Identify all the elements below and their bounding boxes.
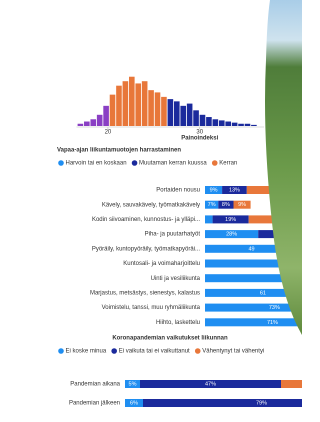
bar xyxy=(97,115,103,126)
bar xyxy=(238,124,244,126)
photo xyxy=(265,0,302,335)
category-label: Pandemian aikana xyxy=(70,382,120,388)
bar xyxy=(180,106,186,126)
chart-title: Koronapandemian vaikutukset liikunnan xyxy=(112,336,228,342)
bar-segment xyxy=(205,318,302,326)
bar-segment xyxy=(143,399,302,407)
legend-label: Harvoin tai en koskaan xyxy=(66,161,127,167)
bar xyxy=(251,125,257,126)
bar xyxy=(219,120,225,126)
data-label: 49 xyxy=(248,246,254,252)
legend-label: Ei vaikuta tai ei vaikuttanut xyxy=(119,349,190,355)
x-axis-title: Painoindeksi xyxy=(181,136,218,142)
category-label: Pandemian jälkeen xyxy=(69,401,120,407)
data-label: 6% xyxy=(130,400,138,406)
bar xyxy=(123,81,129,126)
legend-marker xyxy=(212,160,218,166)
bar xyxy=(168,99,174,126)
data-label: 5% xyxy=(129,381,137,387)
bar xyxy=(232,123,238,126)
category-label: Uinti ja vesiliikunta xyxy=(151,276,201,282)
data-label: 13% xyxy=(229,187,240,193)
x-tick-label: 20 xyxy=(105,130,112,136)
category-label: Kuntosali- ja voimaharjoittelu xyxy=(123,261,200,267)
bar xyxy=(142,81,148,126)
bar xyxy=(174,101,180,126)
bar xyxy=(187,104,193,126)
legend-marker xyxy=(58,160,64,166)
data-label: 9% xyxy=(238,202,246,208)
bar xyxy=(84,122,90,126)
legend-label: Muutaman kerran kuussa xyxy=(139,161,207,167)
bar-segment xyxy=(205,215,213,223)
bar xyxy=(225,122,231,126)
category-label: Hiihto, laskettelu xyxy=(156,320,200,326)
category-label: Portaiden nousu xyxy=(156,188,200,194)
data-label: 19% xyxy=(225,217,236,223)
data-label: 47% xyxy=(205,381,216,387)
page: 2030PainoindeksiVapaa-ajan liikuntamuoto… xyxy=(0,0,320,422)
bar xyxy=(193,110,199,126)
legend-label: Kerran xyxy=(219,161,237,167)
data-label: 73% xyxy=(269,305,280,311)
legend-marker xyxy=(58,348,64,354)
category-label: Piha- ja puutarhatyöt xyxy=(145,232,201,238)
bar xyxy=(103,106,109,126)
data-label: 9% xyxy=(210,187,218,193)
legend-label: Vähentynyt tai vähentyi xyxy=(202,349,264,355)
bar xyxy=(110,95,116,126)
category-label: Pyöräily, kuntopyöräily, työmatkapyöräi.… xyxy=(92,246,200,252)
data-label: 71% xyxy=(267,320,278,326)
legend-marker xyxy=(111,348,117,354)
bar xyxy=(148,90,154,126)
bar xyxy=(78,124,84,126)
data-label: 8% xyxy=(222,202,230,208)
category-label: Kävely, sauvakävely, työmatkakävely xyxy=(102,202,200,208)
legend-marker xyxy=(132,160,138,166)
bar xyxy=(90,119,96,126)
bar xyxy=(129,77,135,126)
bar-segment xyxy=(281,380,302,388)
bar xyxy=(206,117,212,126)
data-label: 28% xyxy=(226,232,237,238)
bar xyxy=(116,86,122,126)
bar xyxy=(213,119,219,126)
category-label: Voimistelu, tanssi, muu ryhmäliikunta xyxy=(102,305,201,311)
bar xyxy=(135,83,141,126)
legend-label: Ei koske minua xyxy=(66,349,107,355)
bar xyxy=(155,92,161,126)
legend-marker xyxy=(195,348,201,354)
bar xyxy=(161,97,167,126)
category-label: Marjastus, metsästys, sienestys, kalastu… xyxy=(90,290,200,296)
chart-title: Vapaa-ajan liikuntamuotojen harrastamine… xyxy=(57,148,181,154)
bar-segment xyxy=(205,304,302,312)
data-label: 61 xyxy=(260,290,266,296)
bar xyxy=(200,115,206,126)
bar xyxy=(245,124,251,126)
data-label: 7% xyxy=(208,202,216,208)
category-label: Kodin siivoaminen, kunnostus- ja ylläpi.… xyxy=(92,217,200,223)
data-label: 79% xyxy=(256,400,267,406)
